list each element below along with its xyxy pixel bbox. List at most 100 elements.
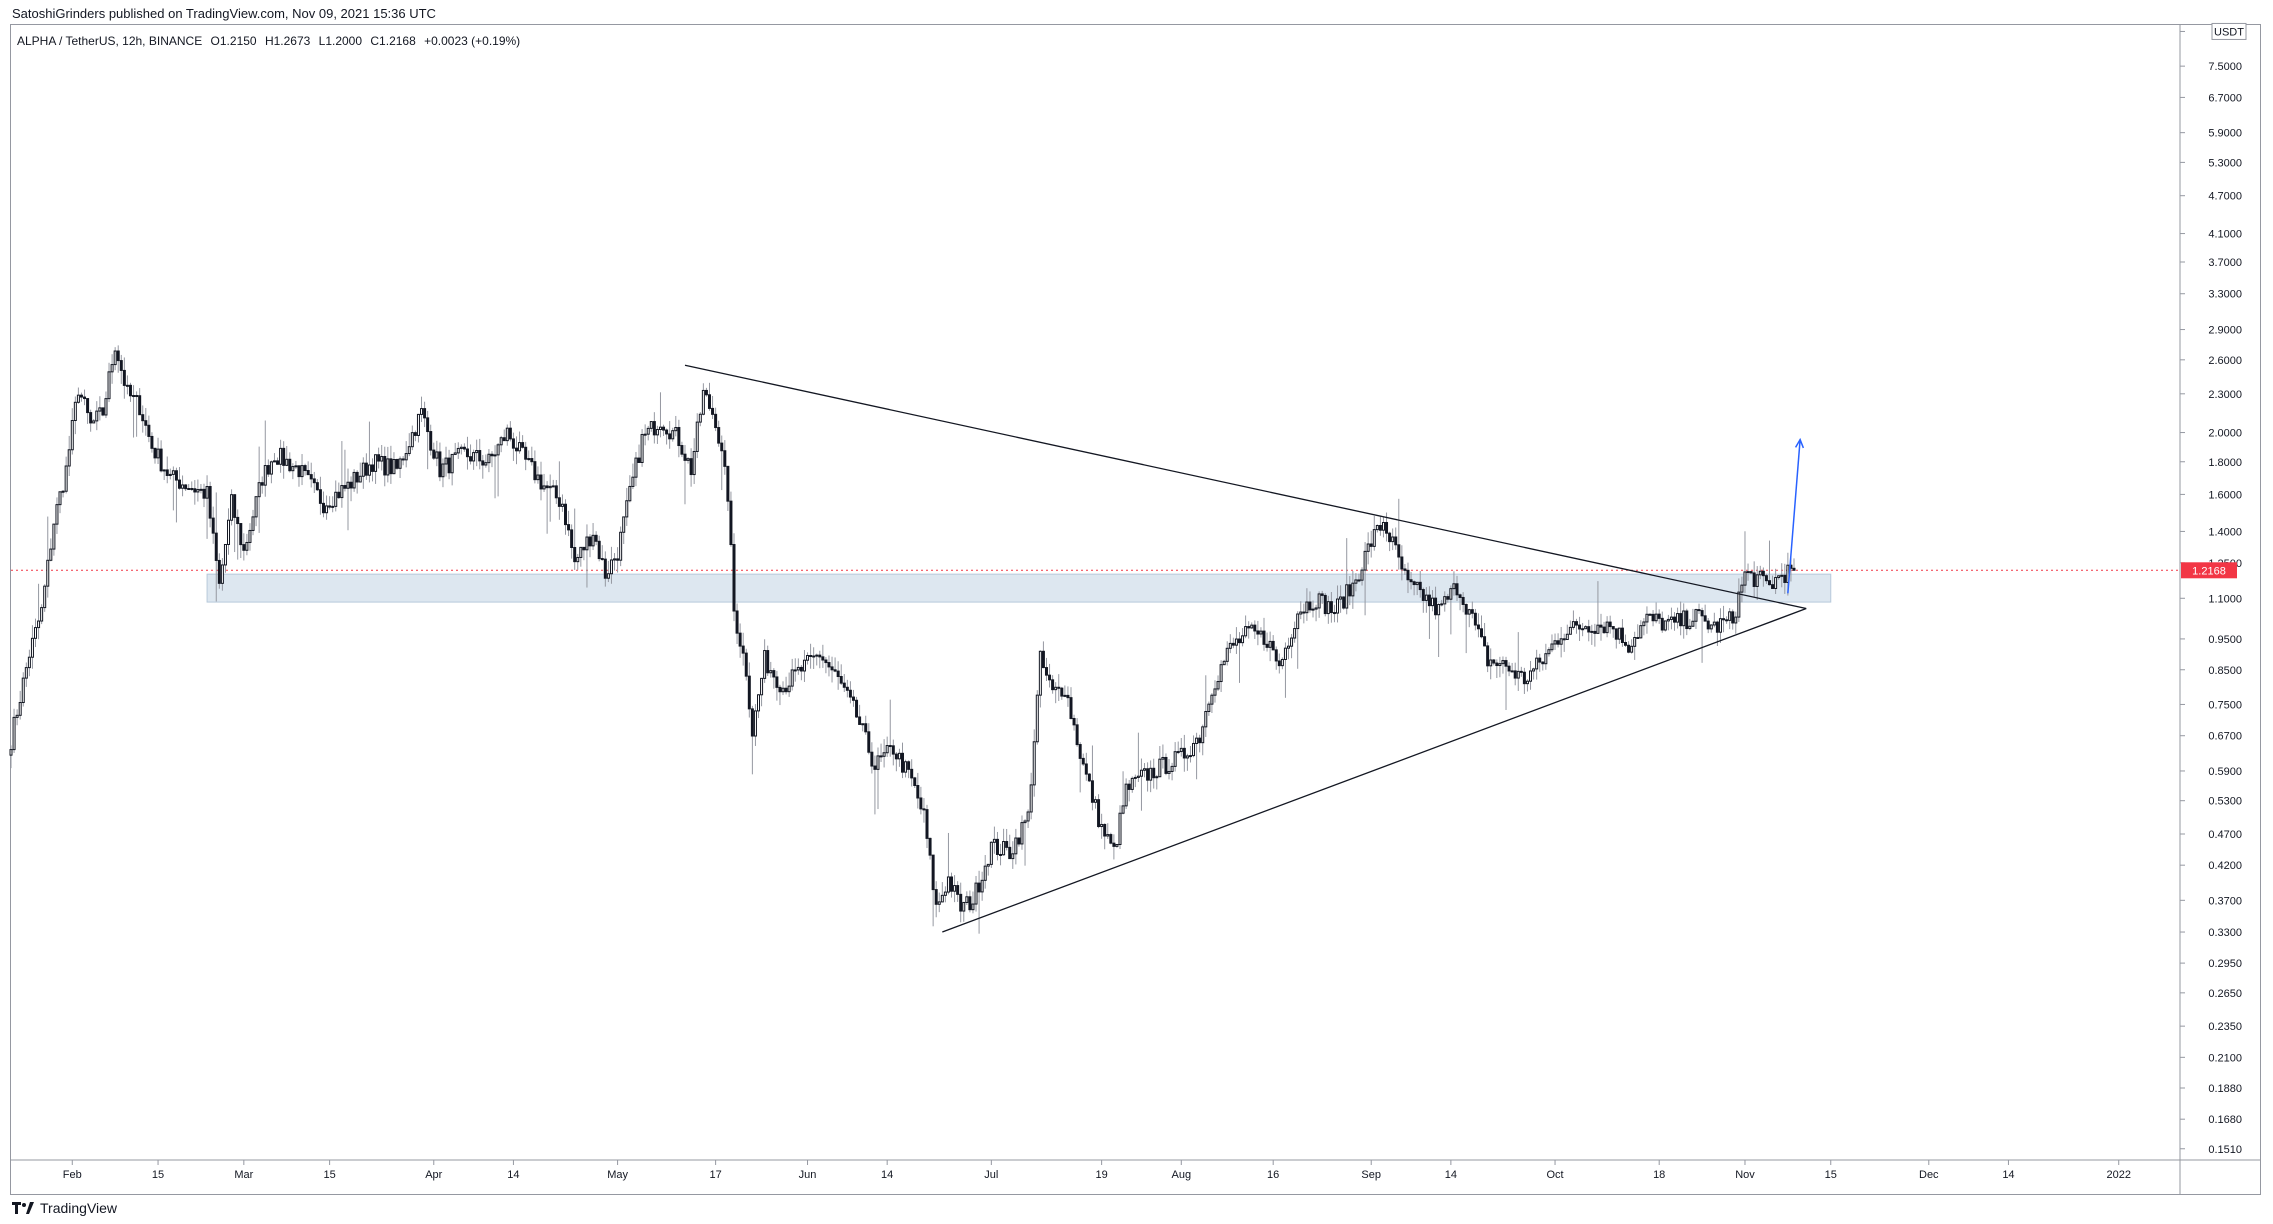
candle-body: [1280, 658, 1284, 667]
candle-body: [1170, 765, 1174, 772]
candle-body: [46, 559, 50, 587]
candle-body: [404, 453, 408, 461]
candle-body: [279, 447, 283, 465]
candle-body: [309, 474, 313, 480]
candle-body: [1593, 630, 1597, 634]
price-tick-label: 0.5900: [2208, 766, 2242, 778]
candle-body: [441, 463, 445, 478]
candle-body: [475, 450, 479, 454]
candle-body: [1002, 841, 1006, 856]
candle-body: [150, 435, 154, 449]
candle-body: [1568, 626, 1572, 635]
candle-body: [1326, 601, 1330, 615]
candle-body: [1351, 582, 1355, 597]
candle-body: [1198, 737, 1202, 744]
time-tick-label: 16: [1267, 1169, 1279, 1181]
candle-body: [1336, 598, 1340, 614]
candle-body: [358, 475, 362, 483]
candle-body: [1155, 776, 1159, 779]
price-tick-label: 7.5000: [2208, 61, 2242, 73]
candle-body: [321, 502, 325, 514]
candle-body: [1532, 668, 1536, 672]
time-tick-label: Feb: [63, 1169, 82, 1181]
candle-body: [1035, 694, 1039, 743]
candle-body: [1394, 536, 1398, 546]
candle-body: [1464, 603, 1468, 615]
candle-body: [1458, 594, 1462, 598]
candle-body: [37, 620, 41, 629]
candle-body: [922, 808, 926, 811]
candle-body: [655, 429, 659, 436]
candle-body: [1247, 626, 1251, 629]
candle-body: [1467, 609, 1471, 615]
candle-body: [220, 564, 224, 584]
candle-body: [361, 462, 365, 477]
candle-body: [919, 797, 923, 810]
candle-body: [147, 424, 151, 437]
candle-body: [444, 457, 448, 465]
price-tick-label: 0.5300: [2208, 796, 2242, 808]
candle-body: [845, 686, 849, 691]
candle-body: [9, 749, 13, 756]
candle-body: [1130, 777, 1134, 790]
candle-body: [916, 785, 920, 799]
time-tick-label: Apr: [425, 1169, 442, 1181]
candle-body: [484, 462, 488, 466]
time-tick-label: May: [607, 1169, 628, 1181]
candle-body: [55, 504, 59, 525]
candle-body: [1761, 570, 1765, 577]
time-tick-label: Dec: [1919, 1169, 1939, 1181]
candle-body: [1204, 711, 1208, 728]
candle-body: [992, 838, 996, 843]
candle-body: [870, 751, 874, 767]
price-tick-label: 0.2350: [2208, 1021, 2242, 1033]
candle-body: [999, 853, 1003, 856]
candle-body: [1685, 610, 1689, 630]
candle-body: [177, 479, 181, 489]
candle-body: [732, 544, 736, 612]
candle-body: [888, 745, 892, 748]
price-tick-label: 2.3000: [2208, 389, 2242, 401]
candle-body: [1476, 624, 1480, 630]
candle-body: [1339, 596, 1343, 600]
candle-body: [104, 398, 108, 416]
candle-body: [1090, 780, 1094, 803]
candle-body: [312, 478, 316, 484]
candle-body: [680, 445, 684, 455]
candle-body: [214, 532, 218, 561]
candle-body: [567, 524, 571, 531]
candle-body: [698, 413, 702, 423]
time-tick-label: Oct: [1546, 1169, 1563, 1181]
candle-body: [511, 438, 515, 449]
candle-body: [741, 645, 745, 654]
candle-body: [1146, 768, 1150, 781]
price-tick-label: 0.3700: [2208, 895, 2242, 907]
candle-body: [913, 777, 917, 787]
candle-body: [1406, 569, 1410, 581]
candle-body: [343, 485, 347, 489]
candle-body: [1415, 581, 1419, 586]
candle-body: [1728, 611, 1732, 621]
candle-body: [665, 429, 669, 435]
candle-body: [98, 407, 102, 412]
candle-body: [1029, 784, 1033, 813]
candle-body: [692, 450, 696, 476]
price-tick-label: 5.3000: [2208, 157, 2242, 169]
candle-body: [769, 670, 773, 674]
candle-body: [1375, 525, 1379, 531]
candle-body: [429, 431, 433, 451]
legend-open: O1.2150: [210, 34, 257, 48]
candle-body: [337, 491, 341, 499]
candle-body: [894, 753, 898, 760]
candle-body: [1657, 613, 1661, 619]
candle-body: [1504, 660, 1508, 667]
candle-body: [806, 654, 810, 661]
time-tick-label: 19: [1096, 1169, 1108, 1181]
candle-body: [1455, 583, 1459, 596]
candle-body: [217, 559, 221, 584]
candle-body: [876, 755, 880, 770]
candle-body: [187, 488, 191, 491]
candle-body: [125, 384, 129, 387]
candle-body: [469, 456, 473, 462]
